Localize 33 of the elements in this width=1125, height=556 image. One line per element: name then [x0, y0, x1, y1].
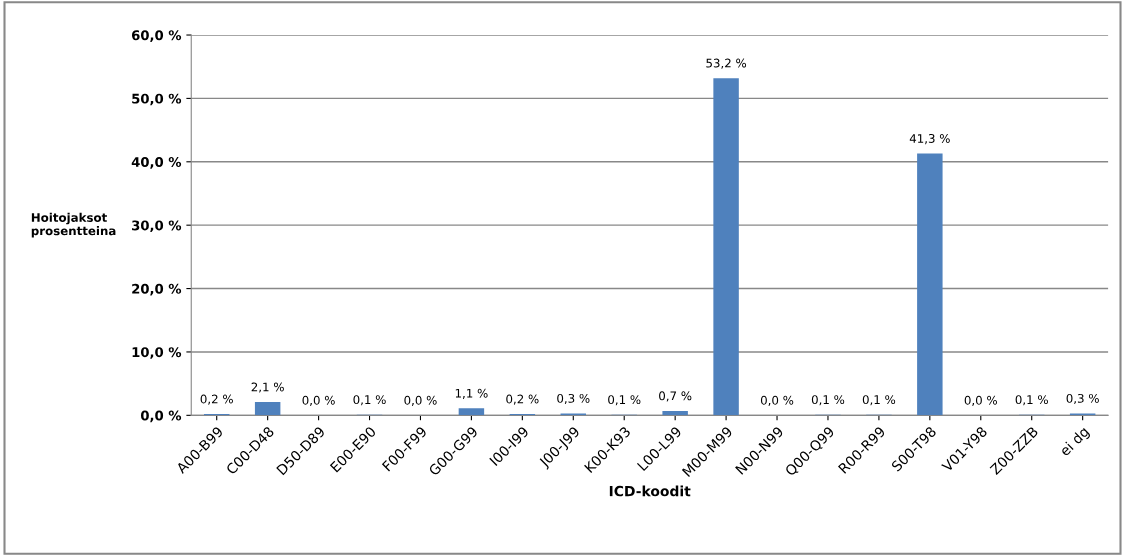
y-axis-title: Hoitojaksot prosentteina: [31, 212, 116, 238]
data-label: 0,3 %: [557, 393, 590, 405]
data-label: 0,3 %: [1066, 393, 1099, 405]
bar: [917, 153, 943, 416]
y-tick-label: 10,0 %: [132, 347, 182, 359]
data-label: 0,0 %: [760, 395, 794, 406]
data-label: 1,1 %: [455, 388, 488, 399]
y-tick-label: 60,0 %: [131, 30, 182, 42]
bar: [458, 408, 485, 416]
data-label: 41,3 %: [909, 134, 950, 145]
data-label: 0,1 %: [1015, 395, 1048, 406]
data-label: 0,0 %: [964, 395, 997, 406]
data-label: 0,2 %: [200, 394, 233, 405]
y-tick-label: 50,0 %: [132, 93, 182, 106]
data-label: 53,2 %: [706, 58, 747, 69]
bar: [713, 78, 739, 416]
y-tick-label: 40,0 %: [131, 157, 182, 169]
data-label: 0,1 %: [353, 395, 386, 406]
data-label: 0,0 %: [302, 395, 335, 406]
x-tick-label: ei dg: [1058, 425, 1092, 459]
data-label: 0,2 %: [506, 394, 539, 405]
data-label: 0,1 %: [608, 395, 641, 406]
y-tick-label: 0,0 %: [140, 410, 182, 423]
x-axis-title: ICD-koodit: [609, 485, 691, 497]
bar: [254, 402, 281, 416]
y-tick-label: 20,0 %: [132, 283, 182, 296]
data-label: 2,1 %: [251, 382, 284, 393]
data-label: 0,1 %: [862, 395, 896, 406]
data-label: 0,0 %: [404, 395, 437, 406]
data-label: 0,7 %: [659, 391, 692, 402]
y-tick-label: 30,0 %: [132, 220, 182, 233]
data-label: 0,1 %: [811, 395, 845, 406]
bar: [662, 410, 688, 416]
